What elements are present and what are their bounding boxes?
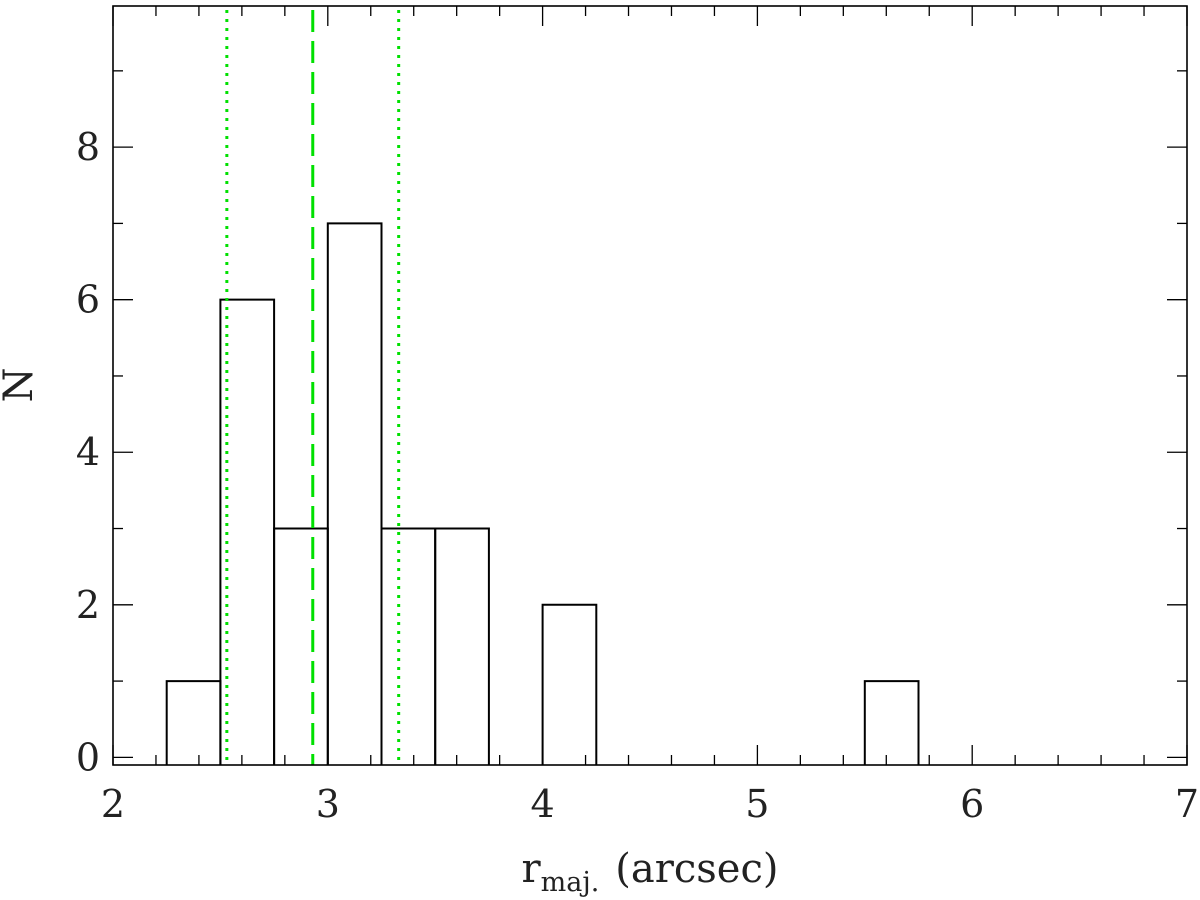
y-axis-label: N <box>0 368 42 403</box>
y-tick-label: 8 <box>76 125 100 169</box>
x-tick-label: 5 <box>745 782 769 826</box>
x-axis-label: rmaj. (arcsec) <box>522 846 779 898</box>
y-tick-label: 4 <box>76 430 100 474</box>
x-axis-label-subscript: maj. <box>541 867 600 898</box>
histogram-bar <box>434 527 490 765</box>
x-tick-label: 4 <box>531 782 555 826</box>
plot-frame <box>112 5 1188 766</box>
reference-lines <box>225 10 401 765</box>
x-axis-label-units: (arcsec) <box>615 846 778 892</box>
y-tick-label: 6 <box>76 278 100 322</box>
histogram-bars <box>165 222 920 765</box>
x-tick-label: 2 <box>101 782 125 826</box>
histogram-bar <box>165 680 222 765</box>
histogram-bar <box>326 222 383 765</box>
histogram-bar <box>541 603 598 765</box>
histogram-bar <box>863 680 920 765</box>
x-tick-label: 3 <box>316 782 340 826</box>
y-tick-label: 2 <box>76 583 100 627</box>
x-tick-label: 7 <box>1175 782 1199 826</box>
y-tick-label: 0 <box>76 735 100 779</box>
x-axis-label-main: r <box>522 846 542 892</box>
x-tick-label: 6 <box>960 782 984 826</box>
histogram-bar <box>380 527 437 765</box>
histogram-bar <box>273 527 329 765</box>
histogram-bar <box>219 298 276 765</box>
